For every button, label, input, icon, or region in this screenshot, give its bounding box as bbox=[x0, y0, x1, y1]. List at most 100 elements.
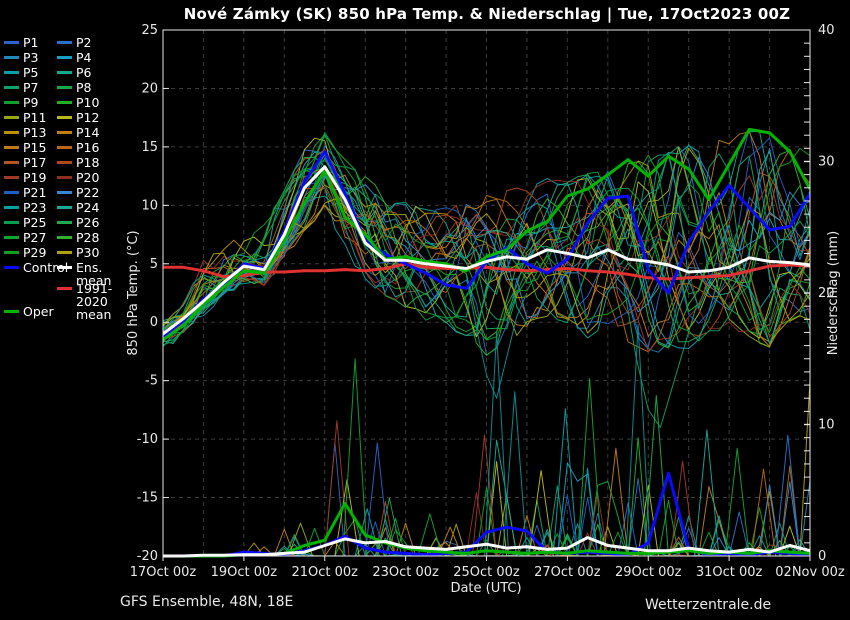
legend-label: P8 bbox=[76, 80, 92, 95]
x-tick-label: 25Oct 00z bbox=[453, 565, 520, 580]
precip-spike-15 bbox=[577, 378, 603, 557]
precip-spike-16 bbox=[603, 447, 629, 557]
legend-label: P26 bbox=[76, 215, 100, 230]
precip-spike-10 bbox=[471, 434, 498, 557]
legend-label: Oper bbox=[23, 303, 54, 319]
precip-spike-24 bbox=[799, 371, 810, 557]
legend-color-swatch bbox=[4, 71, 19, 74]
right-tick-label: 30 bbox=[818, 155, 835, 170]
left-tick-label: 15 bbox=[141, 140, 158, 155]
legend-label: P22 bbox=[76, 185, 100, 200]
precip-spike-18 bbox=[643, 395, 669, 557]
x-tick-label: 31Oct 00z bbox=[696, 565, 763, 580]
left-tick-label: 20 bbox=[141, 81, 158, 96]
legend-label: P12 bbox=[76, 110, 100, 125]
legend-color-swatch bbox=[4, 251, 19, 254]
legend-color-swatch bbox=[4, 116, 19, 119]
legend-color-swatch bbox=[57, 251, 72, 254]
precip-spike-14 bbox=[552, 408, 578, 557]
legend-label: P29 bbox=[23, 245, 47, 260]
legend-label: Control bbox=[23, 260, 69, 275]
legend-label: P21 bbox=[23, 185, 47, 200]
ensemble-legend: P1 P2 P3 P4 P5 P6 P7 P8 P9 P10 P11 P12 P13 P14 P15 P16 P… bbox=[0, 0, 160, 330]
legend-label: P3 bbox=[23, 50, 39, 65]
legend-color-swatch bbox=[57, 191, 72, 194]
legend-color-swatch bbox=[4, 146, 19, 149]
legend-label: P30 bbox=[76, 245, 100, 260]
precip-spike-23 bbox=[775, 434, 801, 557]
precip-spike-3 bbox=[334, 479, 360, 557]
left-tick-label: -20 bbox=[137, 549, 158, 564]
precip-spike-2 bbox=[324, 420, 350, 557]
precip-spike-12 bbox=[502, 391, 528, 557]
right-tick-label: 20 bbox=[818, 286, 835, 301]
x-tick-label: 21Oct 00z bbox=[291, 565, 358, 580]
left-tick-label: 10 bbox=[141, 198, 158, 213]
legend-color-swatch bbox=[4, 101, 19, 104]
legend-color-swatch bbox=[4, 86, 19, 89]
legend-color-swatch bbox=[4, 221, 19, 224]
right-axis-title: Niederschlag (mm) bbox=[826, 231, 841, 356]
left-tick-label: 0 bbox=[150, 315, 158, 330]
precip-spike-19 bbox=[670, 460, 696, 557]
legend-color-swatch bbox=[57, 266, 72, 269]
member-temp-line-p15 bbox=[163, 131, 810, 337]
ens-mean-precip-line bbox=[163, 536, 810, 558]
legend-color-swatch bbox=[4, 309, 19, 313]
chart-title: Nové Zámky (SK) 850 hPa Temp. & Niedersc… bbox=[183, 5, 791, 23]
left-axis-title: 850 hPa Temp. (°C) bbox=[126, 230, 141, 355]
precip-spike-7 bbox=[376, 497, 403, 557]
legend-label: P25 bbox=[23, 215, 47, 230]
legend-color-swatch bbox=[57, 101, 72, 104]
precip-spike-21 bbox=[724, 447, 750, 557]
precip-spike-8 bbox=[417, 513, 443, 557]
legend-label: P18 bbox=[76, 155, 100, 170]
legend-color-swatch bbox=[57, 41, 72, 44]
member-temp-line-p26 bbox=[163, 156, 810, 343]
legend-color-swatch bbox=[4, 176, 19, 179]
oper-line bbox=[163, 127, 810, 342]
left-tick-label: 5 bbox=[150, 257, 158, 272]
legend-color-swatch bbox=[4, 206, 19, 209]
legend-label: P11 bbox=[23, 110, 47, 125]
legend-label: P16 bbox=[76, 140, 100, 155]
left-tick-label: -15 bbox=[137, 491, 158, 506]
legend-color-swatch bbox=[57, 146, 72, 149]
member-temp-dip-1 bbox=[465, 275, 528, 399]
legend-label: P19 bbox=[23, 170, 47, 185]
legend-label: P7 bbox=[23, 80, 39, 95]
legend-label: P20 bbox=[76, 170, 100, 185]
legend-color-swatch bbox=[4, 41, 19, 44]
x-tick-label: 23Oct 00z bbox=[372, 565, 439, 580]
legend-label: P5 bbox=[23, 65, 39, 80]
right-tick-label: 40 bbox=[818, 23, 835, 38]
legend-label: P15 bbox=[23, 140, 47, 155]
data-lines bbox=[163, 127, 810, 558]
precip-spike-20 bbox=[694, 429, 720, 557]
member-temp-line-p24 bbox=[163, 150, 810, 348]
legend-color-swatch bbox=[4, 191, 19, 194]
member-temp-line-p13 bbox=[163, 160, 810, 343]
legend-label: P27 bbox=[23, 230, 47, 245]
legend-color-swatch bbox=[57, 176, 72, 179]
ens-mean-line bbox=[163, 165, 810, 336]
site-credit-text: Wetterzentrale.de bbox=[645, 597, 772, 613]
left-tick-label: 25 bbox=[141, 23, 158, 38]
precip-spike-17 bbox=[625, 324, 651, 557]
legend-label: P6 bbox=[76, 65, 92, 80]
precip-spike-11 bbox=[484, 331, 510, 557]
legend-color-swatch bbox=[57, 131, 72, 134]
left-tick-label: -5 bbox=[145, 374, 158, 389]
legend-label: P23 bbox=[23, 200, 47, 215]
legend-label: P28 bbox=[76, 230, 100, 245]
legend-label: P10 bbox=[76, 95, 100, 110]
legend-color-swatch bbox=[57, 206, 72, 209]
left-tick-label: -10 bbox=[137, 432, 158, 447]
member-temp-line-p20 bbox=[163, 174, 810, 337]
legend-color-swatch bbox=[4, 56, 19, 59]
climate-mean-line bbox=[163, 262, 810, 281]
member-temp-line-p28 bbox=[163, 149, 810, 349]
x-tick-label: 19Oct 00z bbox=[211, 565, 278, 580]
legend-color-swatch bbox=[57, 236, 72, 239]
